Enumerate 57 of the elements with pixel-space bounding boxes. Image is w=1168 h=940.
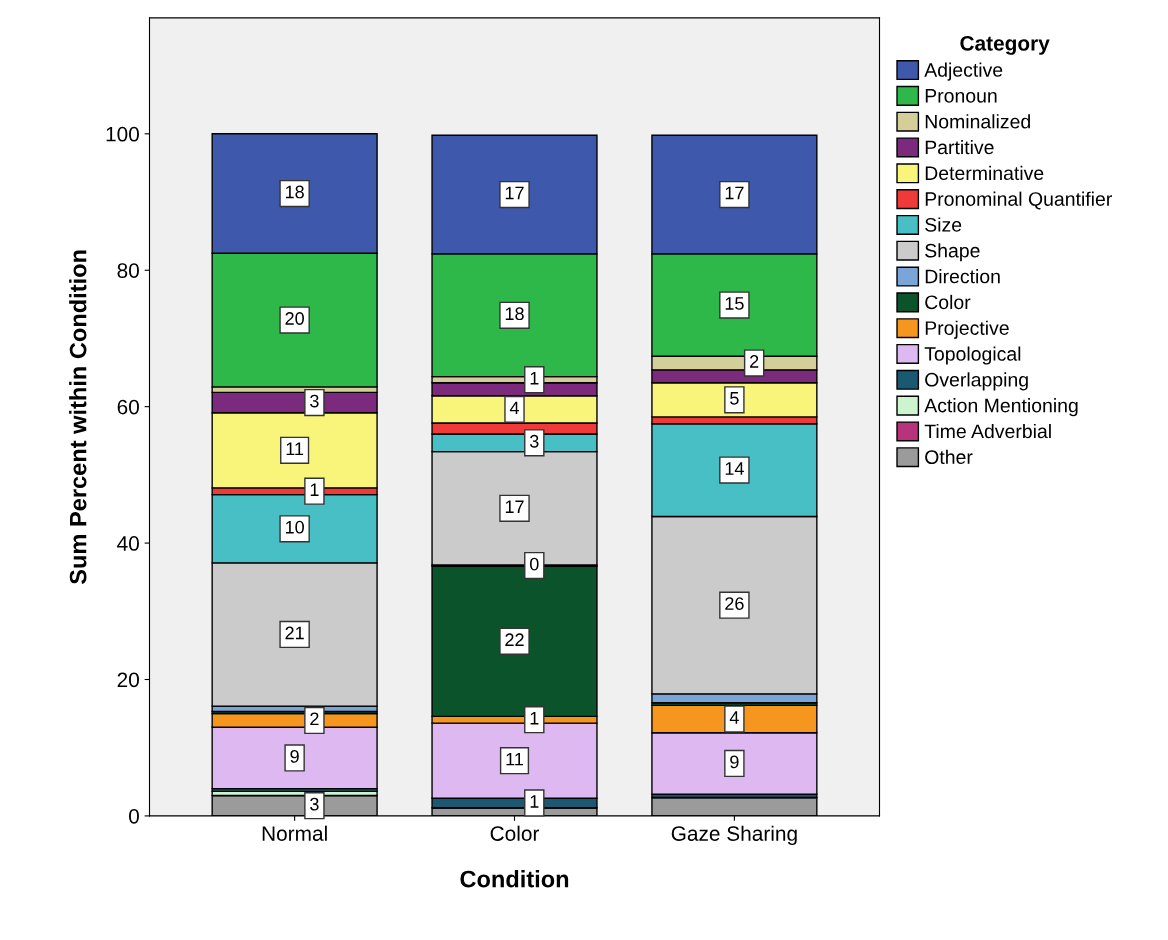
data-label: 2: [750, 355, 759, 368]
y-tick-label: 0: [129, 808, 139, 824]
data-label: 26: [725, 597, 744, 610]
legend-title: Category: [960, 35, 1050, 55]
legend-label: Pronominal Quantifier: [925, 191, 1112, 210]
data-label: 9: [730, 755, 739, 769]
legend-label: Adjective: [924, 62, 1003, 81]
data-label: 3: [310, 797, 319, 811]
data-label: 11: [506, 752, 523, 766]
legend-label: Time Adverbial: [924, 423, 1051, 439]
legend-label: Color: [925, 294, 971, 310]
data-label: 21: [285, 626, 304, 640]
legend-label: Size: [925, 217, 962, 232]
legend-label: Determinative: [925, 165, 1044, 181]
legend-label: Projective: [925, 320, 1009, 339]
data-label: 15: [725, 297, 744, 310]
legend-label: Direction: [925, 269, 1000, 284]
x-axis-title: Condition: [460, 870, 569, 888]
data-label: 1: [530, 795, 539, 808]
data-label: 20: [285, 312, 304, 325]
data-label: 18: [285, 185, 304, 199]
y-axis-title: Sum Percent within Condition: [69, 250, 87, 585]
data-label: 22: [505, 633, 524, 646]
data-label: 11: [286, 442, 304, 455]
legend-label: Overlapping: [925, 372, 1028, 391]
y-tick-label: 40: [117, 536, 139, 551]
legend-label: Action Mentioning: [924, 398, 1078, 417]
data-label: 0: [529, 557, 539, 571]
data-label: 17: [505, 500, 524, 513]
data-label: 14: [725, 462, 744, 475]
y-tick-label: 80: [117, 263, 139, 278]
y-tick-label: 60: [117, 399, 139, 415]
data-label: 18: [505, 307, 524, 321]
data-label: 3: [310, 394, 319, 408]
x-tick-label: Gaze Sharing: [671, 825, 797, 846]
data-label: 4: [509, 401, 519, 415]
legend-label: Nominalized: [925, 114, 1030, 129]
data-label: 1: [310, 483, 319, 496]
legend-label: Pronoun: [925, 89, 997, 103]
data-label: 2: [310, 712, 319, 726]
x-tick-label: Normal: [262, 825, 327, 841]
data-label: 1: [530, 711, 539, 725]
data-label: 9: [290, 750, 299, 763]
legend-label: Shape: [925, 243, 980, 262]
data-label: 1: [530, 371, 539, 385]
y-tick-label: 100: [106, 126, 139, 142]
data-label: 3: [529, 434, 539, 448]
data-label: 5: [730, 392, 739, 405]
y-tick-label: 20: [117, 672, 139, 688]
legend-label: Topological: [924, 346, 1021, 365]
data-label: 4: [729, 711, 739, 724]
data-label: 17: [505, 186, 524, 200]
data-label: 17: [725, 186, 744, 200]
data-label: 10: [285, 520, 304, 534]
legend-label: Other: [925, 449, 973, 465]
x-tick-label: Color: [490, 825, 540, 841]
legend-label: Partitive: [925, 140, 994, 155]
